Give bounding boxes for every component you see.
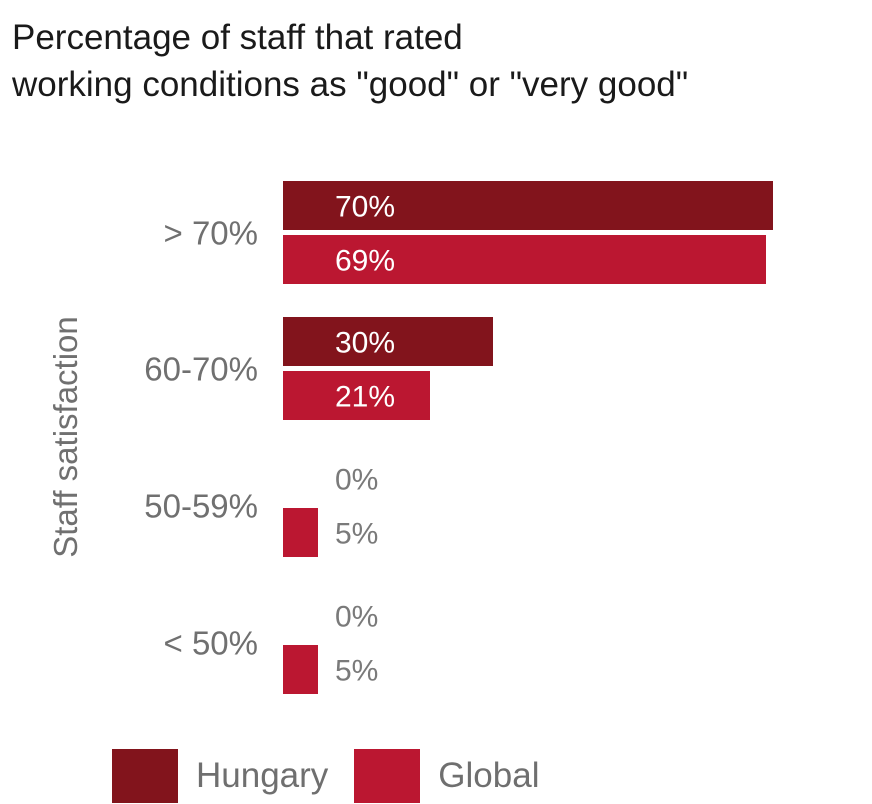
y-tick-label-1: 60-70%	[144, 351, 258, 388]
bar-hungary-0	[283, 181, 773, 230]
bar-global-0	[283, 235, 766, 284]
data-label-hungary-1: 30%	[335, 327, 395, 360]
bar-global-3	[283, 645, 318, 694]
data-label-global-3: 5%	[335, 655, 378, 688]
y-axis-label: Staff satisfaction	[47, 316, 84, 558]
data-label-hungary-0: 70%	[335, 191, 395, 224]
data-label-global-0: 69%	[335, 245, 395, 278]
data-label-hungary-3: 0%	[335, 601, 378, 634]
bar-chart: Staff satisfaction > 70% 70% 69% 60-70% 30% 2…	[47, 181, 773, 694]
legend-swatch-hungary	[112, 749, 178, 803]
bar-global-2	[283, 508, 318, 557]
chart-title-line-2: working conditions as "good" or "very go…	[12, 65, 689, 104]
bar-hungary-1	[283, 317, 493, 366]
legend: Hungary Global	[112, 748, 565, 804]
y-tick-label-0: > 70%	[164, 215, 259, 252]
chart-title-line-1: Percentage of staff that rated	[12, 18, 463, 57]
legend-item-global: Global	[354, 749, 539, 803]
y-tick-label-3: < 50%	[164, 625, 259, 662]
bar-global-1	[283, 371, 430, 420]
y-tick-label-2: 50-59%	[144, 488, 258, 525]
data-label-hungary-2: 0%	[335, 464, 378, 497]
data-label-global-1: 21%	[335, 381, 395, 414]
chart-title: Percentage of staff that rated working c…	[12, 14, 688, 108]
legend-label-global: Global	[438, 756, 540, 795]
legend-swatch-global	[354, 749, 421, 803]
legend-label-hungary: Hungary	[196, 756, 329, 795]
legend-item-hungary: Hungary	[112, 749, 328, 803]
data-label-global-2: 5%	[335, 518, 378, 551]
